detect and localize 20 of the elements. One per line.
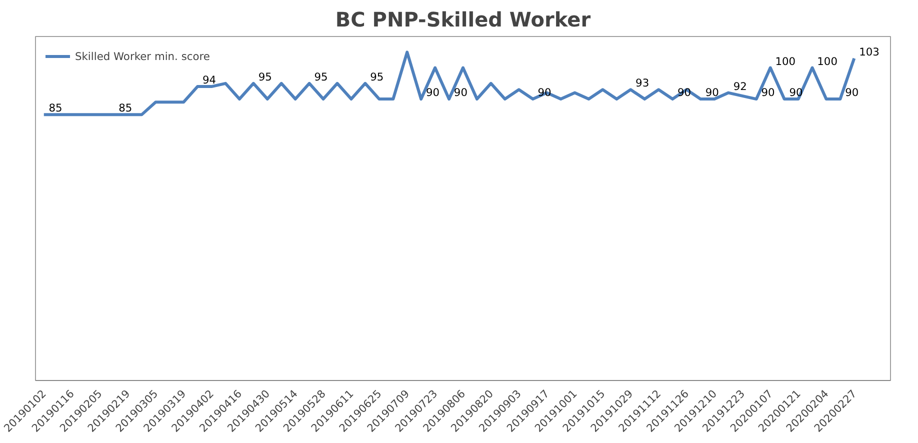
data-label: 93 xyxy=(636,76,650,90)
data-label: 94 xyxy=(202,74,216,87)
data-label: 90 xyxy=(426,86,440,100)
data-label: 90 xyxy=(845,86,859,100)
legend-label: Skilled Worker min. score xyxy=(75,50,210,62)
data-label: 85 xyxy=(48,102,62,115)
data-label: 90 xyxy=(538,86,552,100)
data-label: 90 xyxy=(761,86,776,100)
data-label: 95 xyxy=(258,70,272,84)
data-label: 92 xyxy=(733,80,747,93)
data-label: 85 xyxy=(118,102,132,115)
chart-title: BC PNP-Skilled Worker xyxy=(335,8,591,32)
data-label: 90 xyxy=(705,86,720,100)
data-label: 100 xyxy=(817,54,838,68)
data-label: 95 xyxy=(370,70,384,84)
data-label: 95 xyxy=(314,70,328,84)
data-label: 90 xyxy=(677,86,692,100)
data-label: 103 xyxy=(859,45,880,58)
data-label: 90 xyxy=(454,86,468,100)
data-label: 100 xyxy=(775,54,796,68)
